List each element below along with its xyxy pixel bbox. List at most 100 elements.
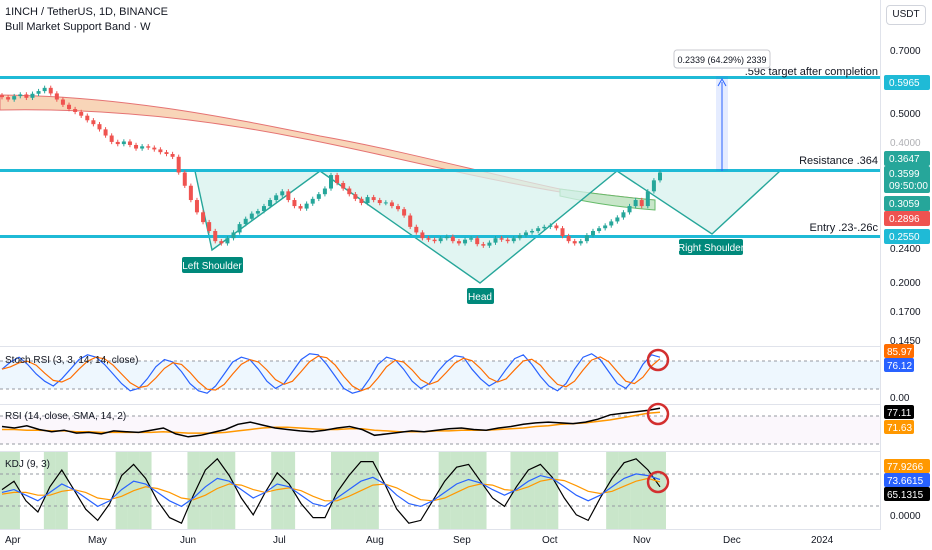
candle-body — [505, 239, 510, 242]
price-axis[interactable]: 0.7000 0.5000 0.4000 0.2400 0.2000 0.170… — [890, 46, 921, 347]
candle — [329, 172, 333, 191]
xtick-label: Dec — [723, 535, 741, 546]
head-tag-box — [467, 288, 494, 304]
price-range-measure[interactable]: 0.2339 (64.29%) 2339 — [673, 49, 771, 171]
candle-body — [231, 232, 236, 239]
candle — [158, 147, 163, 155]
candle-body — [554, 225, 559, 229]
candle — [530, 228, 535, 235]
pattern-polygon — [194, 170, 782, 284]
candle-body — [194, 200, 199, 213]
entry-level-label: Entry .23-.26c — [810, 222, 879, 234]
candle — [432, 237, 437, 244]
candle-body — [560, 228, 565, 237]
candle-body — [487, 242, 492, 246]
candle-body — [304, 203, 309, 209]
candle-body — [438, 238, 443, 242]
candle — [24, 92, 29, 101]
candle-body — [97, 124, 102, 130]
candle-body — [469, 238, 474, 240]
candle-body — [658, 172, 662, 181]
kdj-val-3: 65.1315 — [887, 490, 924, 501]
candle — [481, 241, 486, 248]
candle — [396, 203, 401, 212]
candle-body — [609, 221, 614, 226]
level-lines[interactable]: .59c target after completion Resistance … — [0, 66, 880, 238]
indicator-title[interactable]: Bull Market Support Band · W — [5, 21, 151, 33]
candle-body — [456, 241, 461, 244]
candle — [219, 238, 224, 246]
rsi-title: RSI (14, close, SMA, 14, 2) — [5, 411, 126, 422]
candle — [658, 170, 662, 183]
ytick-label: 0.5000 — [890, 109, 921, 120]
candle-body — [0, 95, 4, 98]
candle — [365, 194, 370, 206]
rsi-val-2-box — [884, 420, 914, 434]
candle-body — [280, 191, 285, 196]
head-and-shoulders-pattern — [194, 170, 782, 284]
stoch-d-line — [1, 355, 661, 392]
candle — [304, 201, 309, 211]
currency-button[interactable]: USDT — [886, 5, 926, 25]
stoch-rsi-panel[interactable]: Stoch RSI (3, 3, 14, 14, close) 85.97 76… — [0, 344, 914, 404]
candle-body — [109, 135, 114, 142]
candle — [597, 226, 602, 234]
left-shoulder-tag-box — [182, 257, 243, 273]
candle-body — [603, 225, 608, 229]
candle-body — [237, 224, 242, 233]
candle-body — [85, 115, 90, 121]
candle-body — [12, 96, 17, 100]
resistance-level-label: Resistance .364 — [799, 155, 878, 167]
candle — [572, 238, 577, 246]
candle — [18, 92, 23, 99]
candle-body — [164, 152, 169, 155]
candle-body — [639, 200, 644, 207]
panel-frames — [0, 0, 881, 530]
candle-body — [182, 172, 187, 186]
candle — [164, 149, 169, 157]
target-level-label: .59c target after completion — [745, 66, 878, 78]
rsi-val-1: 77.11 — [887, 408, 912, 419]
right-shoulder-tag: Right Shoulder — [678, 243, 745, 254]
candle-body — [329, 175, 333, 189]
candle — [621, 210, 626, 220]
measure-label: 0.2339 (64.29%) 2339 — [677, 55, 766, 65]
kdj-highlight-bar — [474, 452, 487, 529]
measure-arrow-head — [717, 77, 727, 87]
candle-body — [493, 238, 498, 243]
candle — [469, 235, 474, 242]
kdj-val-3-box — [884, 487, 930, 501]
candle — [493, 235, 498, 245]
candle-body — [188, 185, 193, 201]
kdj-highlight-bar — [642, 452, 655, 529]
candle-body — [627, 206, 632, 213]
candle-body — [408, 215, 413, 227]
xtick-label: 2024 — [811, 535, 834, 546]
pattern-tags[interactable]: Left Shoulder Head Right Shoulder — [182, 239, 745, 304]
candle — [103, 127, 108, 138]
candle-body — [651, 180, 656, 192]
price-tag-sub-2: 09:50:00 — [889, 181, 928, 192]
candle-body — [322, 188, 327, 195]
xtick-label: Apr — [5, 535, 21, 546]
price-tag-text-1: 0.3647 — [889, 154, 920, 165]
candle-body — [542, 226, 547, 229]
rsi-panel[interactable]: RSI (14, close, SMA, 14, 2) 77.11 71.63 — [0, 402, 914, 445]
kdj-highlight-bar — [199, 452, 212, 529]
candle-body — [249, 213, 254, 219]
time-axis[interactable]: Apr May Jun Jul Aug Sep Oct Nov Dec 2024 — [5, 535, 834, 546]
price-labels: 0.5965 0.3647 0.3599 09:50:00 0.3059 0.2… — [884, 75, 930, 244]
candle — [566, 233, 571, 244]
candle — [560, 226, 565, 239]
kdj-highlight-bars — [0, 452, 666, 529]
target-level-line — [0, 76, 880, 79]
ytick-label: 0.2400 — [890, 244, 921, 255]
xtick-label: Jun — [180, 535, 196, 546]
candle-body — [511, 238, 516, 242]
candle — [97, 121, 102, 132]
candle — [6, 94, 11, 102]
kdj-panel[interactable]: KDJ (9, 3) 77.9266 73.6615 65.1315 0.000… — [0, 452, 930, 529]
kdj-val-2-box — [884, 473, 930, 487]
candle — [79, 109, 84, 118]
